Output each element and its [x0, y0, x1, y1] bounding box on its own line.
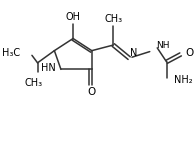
- Text: N: N: [130, 48, 137, 58]
- Text: O: O: [185, 48, 193, 58]
- Text: CH₃: CH₃: [25, 78, 43, 88]
- Text: O: O: [88, 87, 96, 97]
- Text: H₃C: H₃C: [2, 48, 20, 58]
- Text: HN: HN: [42, 63, 56, 73]
- Text: NH: NH: [156, 41, 170, 51]
- Text: CH₃: CH₃: [104, 14, 122, 24]
- Text: OH: OH: [66, 12, 81, 22]
- Text: NH₂: NH₂: [174, 75, 193, 85]
